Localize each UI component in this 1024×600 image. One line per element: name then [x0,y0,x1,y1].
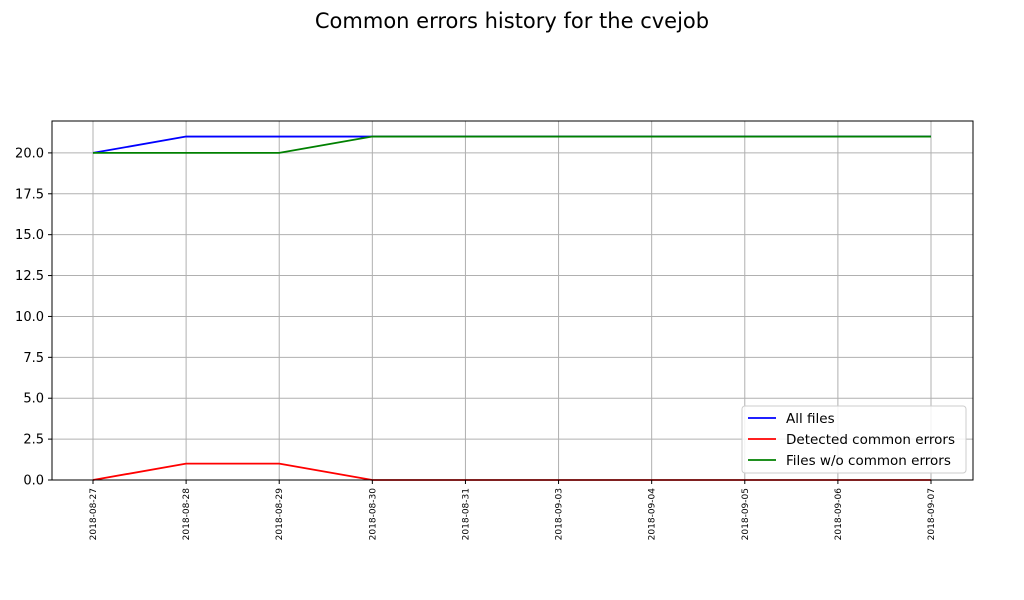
legend-label: All files [786,411,835,427]
y-tick-label: 17.5 [15,187,44,202]
x-tick-label: 2018-08-31 [461,488,471,540]
legend: All files Detected common errors Files w/o… [741,405,967,474]
x-tick-label: 2018-08-27 [89,488,99,540]
series-line-1 [92,135,931,154]
x-tick-label: 2018-09-04 [648,488,658,541]
x-tick-label: 2018-09-05 [741,488,751,540]
legend-box [741,405,967,474]
y-tick-label: 2.5 [23,433,44,448]
y-tick-label: 12.5 [15,269,44,284]
x-tick-label: 2018-09-07 [927,488,937,540]
y-axis: 0.0 2.5 5.0 7.5 10.0 12.5 15.0 17.5 20.0 [15,146,52,489]
x-tick-label: 2018-09-03 [555,488,565,540]
x-tick-label: 2018-08-30 [368,488,378,541]
x-axis: 2018-08-27 2018-08-28 2018-08-29 2018-08-30… [89,480,937,540]
plot-area-frame [51,120,974,481]
y-tick-label: 7.5 [23,351,44,366]
x-tick-label: 2018-08-28 [182,488,192,541]
y-tick-label: 20.0 [15,146,44,161]
y-tick-label: 5.0 [23,392,44,407]
legend-label: Files w/o common errors [786,453,951,469]
series-line-3 [93,135,931,154]
chart-title: Common errors history for the cvejob [315,9,709,33]
x-tick-label: 2018-09-06 [834,488,844,541]
x-tick-label: 2018-08-29 [275,488,285,541]
grid-lines [52,121,973,481]
y-tick-label: 10.0 [15,310,44,325]
legend-label: Detected common errors [786,432,955,448]
y-tick-label: 15.0 [15,228,44,243]
y-tick-label: 0.0 [23,474,44,489]
